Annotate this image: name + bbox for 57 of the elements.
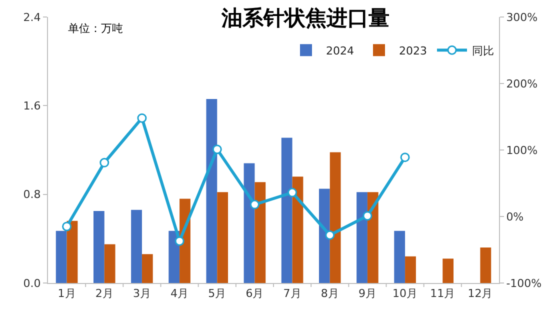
x-tick-label: 12月 (468, 287, 493, 300)
bar (281, 138, 292, 283)
bar (93, 210, 104, 283)
bar (104, 244, 116, 283)
bar (206, 99, 218, 283)
bar (254, 182, 266, 283)
bar (66, 220, 78, 283)
point (174, 236, 184, 246)
x-tick-label: 7月 (283, 287, 302, 300)
x-tick-label: 8月 (320, 287, 339, 300)
annotation: 单位：万吨 (68, 22, 123, 35)
point (288, 188, 298, 198)
bar (367, 192, 378, 283)
x-tick-label: 10月 (392, 287, 418, 300)
point (137, 113, 147, 123)
point (362, 211, 372, 221)
legend-label: 同比 (472, 44, 494, 58)
y-tick-label: 2.4 (23, 10, 41, 24)
bar (244, 163, 255, 283)
bar (442, 258, 454, 283)
bar (292, 176, 304, 283)
x-tick-label: 6月 (246, 287, 264, 300)
bar (56, 230, 67, 283)
bar (330, 152, 341, 283)
bar (217, 192, 228, 283)
x-tick-label: 9月 (358, 287, 376, 300)
chart-title: 油系针状焦进口量 (220, 5, 390, 30)
bar (142, 254, 153, 283)
y2-tick-label: 200% (506, 77, 538, 90)
point (100, 158, 110, 168)
y-tick-label: 0.0 (23, 276, 41, 290)
y-tick-label: 0.8 (23, 188, 41, 202)
y2-tick-label: -100% (506, 276, 542, 290)
bar (394, 230, 406, 283)
bar (356, 192, 368, 283)
y2-tick-label: 300% (506, 10, 538, 24)
x-tick-label: 1月 (58, 287, 76, 300)
point (400, 152, 410, 162)
y-tick-label: 1.6 (23, 100, 41, 113)
legend-label: 2024 (326, 44, 354, 58)
bar (168, 230, 180, 283)
point (325, 230, 335, 240)
x-tick-label: 4月 (170, 287, 189, 300)
point (62, 222, 72, 232)
y2-tick-label: 100% (506, 144, 538, 157)
y2-tick-label: 0% (506, 210, 524, 224)
point (212, 144, 222, 154)
bar (480, 248, 492, 283)
x-tick-label: 5月 (208, 287, 226, 300)
x-tick-label: 11月 (430, 287, 456, 300)
legend-label: 2023 (399, 44, 427, 58)
bar (318, 188, 330, 283)
point (250, 200, 260, 210)
x-tick-label: 2月 (95, 287, 114, 300)
bar (405, 256, 416, 283)
x-tick-label: 3月 (132, 287, 151, 300)
bar (131, 210, 142, 283)
